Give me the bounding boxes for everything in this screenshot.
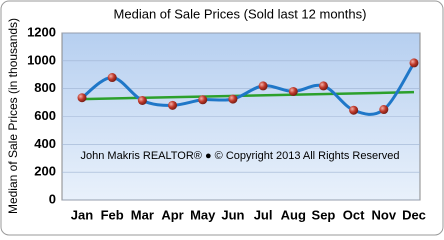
x-tick-label: Jan: [71, 207, 93, 222]
y-tick-label: 1000: [27, 52, 56, 67]
x-tick-label: Dec: [402, 207, 426, 222]
y-tick-label: 400: [34, 136, 56, 151]
y-tick-label: 800: [34, 80, 56, 95]
point-marker: [258, 81, 268, 91]
point-marker: [198, 95, 208, 105]
y-tick-label: 1200: [27, 24, 56, 39]
point-marker: [349, 105, 359, 115]
x-tick-label: Feb: [101, 207, 124, 222]
point-marker: [409, 58, 419, 68]
point-marker: [168, 100, 178, 110]
x-tick-label: Jun: [221, 207, 244, 222]
x-tick-label: Oct: [343, 207, 365, 222]
point-marker: [77, 93, 87, 103]
point-marker: [107, 73, 117, 83]
x-tick-label: Aug: [281, 207, 306, 222]
y-tick-label: 200: [34, 164, 56, 179]
x-tick-label: Sep: [312, 207, 336, 222]
point-marker: [137, 95, 147, 105]
point-marker: [379, 105, 389, 115]
chart-title: Median of Sale Prices (Sold last 12 mont…: [114, 6, 367, 21]
x-tick-label: Apr: [161, 207, 183, 222]
point-marker: [318, 81, 328, 91]
point-marker: [228, 94, 238, 104]
y-axis-label: Median of Sale Prices (in thousands): [6, 18, 20, 214]
annotation: John Makris REALTOR® ● © Copyright 2013 …: [81, 150, 400, 162]
x-tick-label: May: [190, 207, 216, 222]
x-tick-label: Mar: [131, 207, 154, 222]
y-tick-label: 600: [34, 108, 56, 123]
x-tick-label: Nov: [372, 207, 397, 222]
point-marker: [288, 86, 298, 96]
y-tick-label: 0: [49, 191, 56, 206]
x-tick-label: Jul: [254, 207, 273, 222]
